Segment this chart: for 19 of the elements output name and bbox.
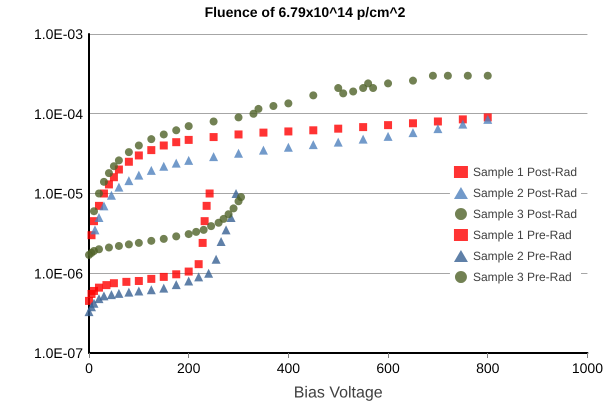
legend-label: Sample 1 Pre-Rad (472, 228, 572, 242)
legend-label: Sample 2 Pre-Rad (472, 249, 572, 263)
x-tick-label: 0 (85, 360, 94, 376)
chart-title: Fluence of 6.79x10^14 p/cm^2 (204, 4, 406, 20)
x-axis-title: Bias Voltage (294, 384, 383, 402)
x-tick-label: 1000 (572, 360, 604, 376)
legend-label: Sample 1 Post-Rad (472, 165, 578, 179)
y-tick-label: 1.0E-04 (34, 106, 84, 122)
x-tick-label: 400 (276, 360, 300, 376)
y-tick-label: 1.0E-07 (34, 345, 84, 361)
legend-label: Sample 3 Post-Rad (472, 207, 578, 221)
y-tick-label: 1.0E-03 (34, 26, 84, 42)
y-tick-label: 1.0E-06 (34, 265, 84, 282)
x-tick-label: 600 (376, 360, 400, 376)
x-tick-label: 800 (476, 360, 500, 376)
y-tick-label: 1.0E-05 (34, 186, 84, 202)
x-tick-label: 200 (177, 360, 201, 376)
legend-label: Sample 3 Pre-Rad (472, 270, 572, 284)
legend-label: Sample 2 Post-Rad (472, 186, 578, 200)
